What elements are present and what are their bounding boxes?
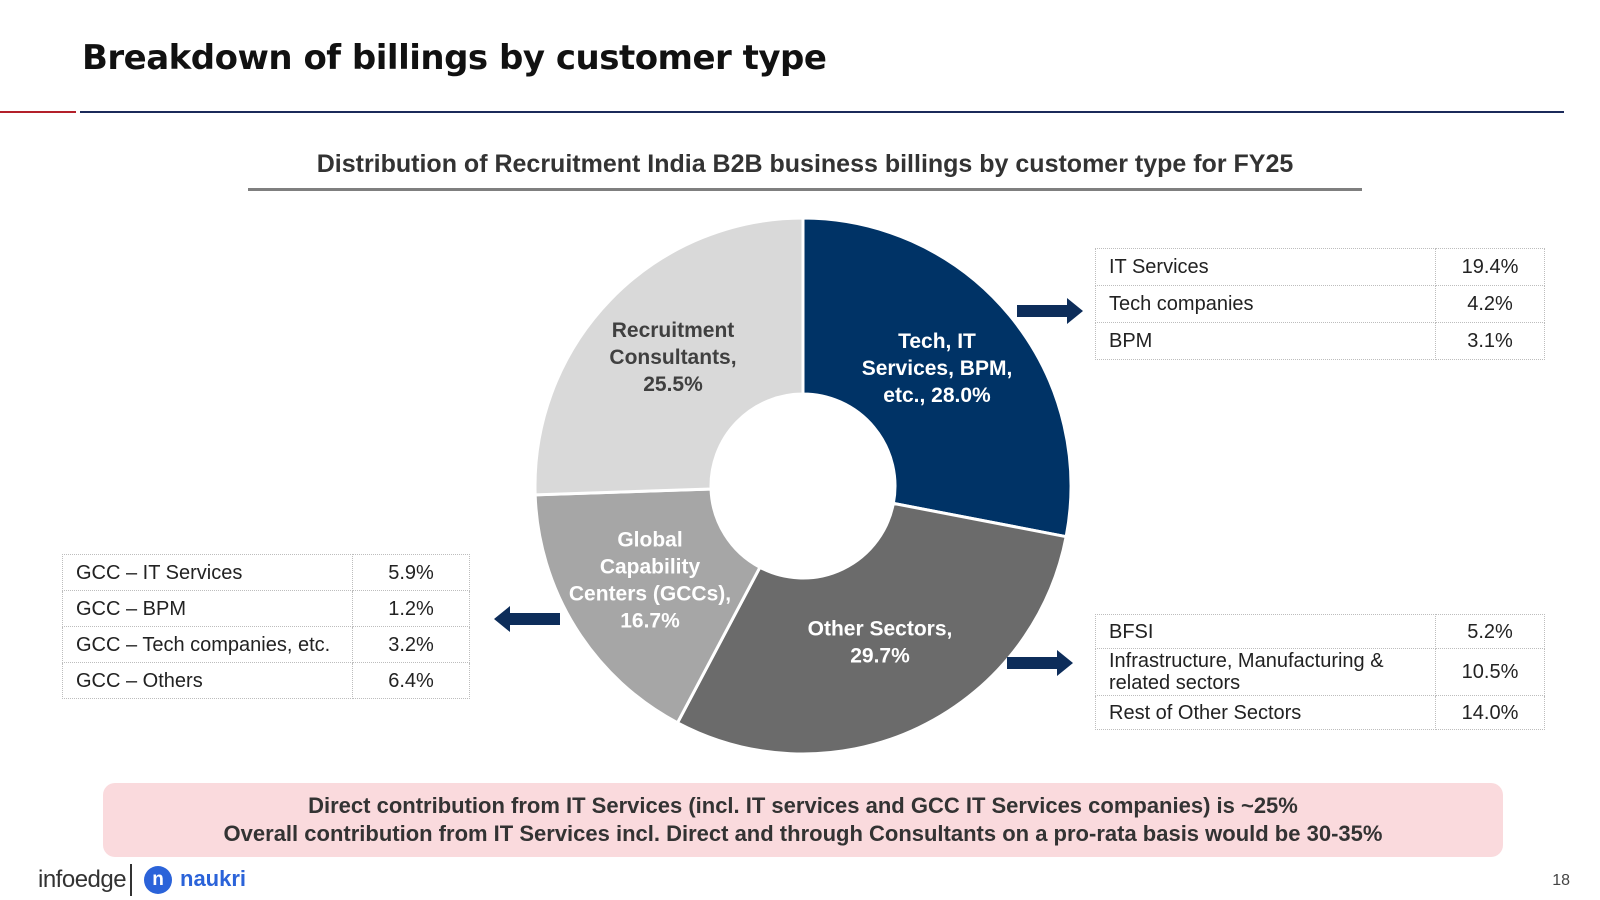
table-row: GCC – Tech companies, etc. 3.2% bbox=[62, 626, 470, 663]
row-value: 5.9% bbox=[352, 554, 470, 591]
donut-slice bbox=[801, 216, 1073, 539]
table-row: GCC – IT Services 5.9% bbox=[62, 554, 470, 591]
table-row: GCC – BPM 1.2% bbox=[62, 590, 470, 627]
row-label: Rest of Other Sectors bbox=[1095, 695, 1436, 730]
naukri-logo-icon: n bbox=[144, 866, 172, 894]
row-label: BFSI bbox=[1095, 614, 1436, 649]
row-value: 19.4% bbox=[1435, 248, 1545, 286]
row-value: 6.4% bbox=[352, 662, 470, 699]
row-label: Infrastructure, Manufacturing & related … bbox=[1095, 648, 1436, 696]
slice-label: Recruitment Consultants, 25.5% bbox=[609, 319, 736, 396]
naukri-logo: naukri bbox=[180, 866, 247, 891]
slice-label: Other Sectors, 29.7% bbox=[808, 618, 953, 668]
row-label: BPM bbox=[1095, 322, 1436, 360]
row-value: 1.2% bbox=[352, 590, 470, 627]
table-row: BPM 3.1% bbox=[1095, 322, 1545, 360]
row-label: IT Services bbox=[1095, 248, 1436, 286]
chart-title: Distribution of Recruitment India B2B bu… bbox=[316, 150, 1294, 178]
other-sectors-breakdown-table: BFSI 5.2% Infrastructure, Manufacturing … bbox=[1095, 614, 1545, 730]
table-row: Rest of Other Sectors 14.0% bbox=[1095, 695, 1545, 730]
table-row: Tech companies 4.2% bbox=[1095, 285, 1545, 323]
table-row: BFSI 5.2% bbox=[1095, 614, 1545, 649]
donut-slice bbox=[533, 216, 805, 497]
table-row: IT Services 19.4% bbox=[1095, 248, 1545, 286]
table-row: GCC – Others 6.4% bbox=[62, 662, 470, 699]
gcc-breakdown-table: GCC – IT Services 5.9% GCC – BPM 1.2% GC… bbox=[62, 554, 470, 699]
row-value: 5.2% bbox=[1435, 614, 1545, 649]
row-value: 3.1% bbox=[1435, 322, 1545, 360]
page-number: 18 bbox=[1552, 872, 1570, 889]
tech-arrow-icon bbox=[1017, 298, 1083, 324]
table-row: Infrastructure, Manufacturing & related … bbox=[1095, 648, 1545, 696]
gcc-arrow-icon bbox=[494, 606, 560, 632]
row-label: GCC – BPM bbox=[62, 590, 353, 627]
row-value: 14.0% bbox=[1435, 695, 1545, 730]
callout-line-1: Direct contribution from IT Services (in… bbox=[308, 793, 1298, 818]
row-label: GCC – Others bbox=[62, 662, 353, 699]
callout-line-2: Overall contribution from IT Services in… bbox=[223, 821, 1383, 846]
row-label: Tech companies bbox=[1095, 285, 1436, 323]
row-value: 10.5% bbox=[1435, 648, 1545, 696]
key-takeaway-callout: Direct contribution from IT Services (in… bbox=[103, 783, 1503, 857]
logo-divider bbox=[130, 864, 132, 896]
title-rule bbox=[80, 111, 1564, 113]
title-rule-accent bbox=[0, 111, 76, 113]
other-sectors-arrow-icon bbox=[1007, 650, 1073, 676]
slice-label: Tech, IT Services, BPM, etc., 28.0% bbox=[862, 330, 1013, 407]
row-value: 4.2% bbox=[1435, 285, 1545, 323]
tech-breakdown-table: IT Services 19.4% Tech companies 4.2% BP… bbox=[1095, 248, 1545, 360]
slice-label: Global Capability Centers (GCCs), 16.7% bbox=[569, 529, 731, 633]
row-label: GCC – IT Services bbox=[62, 554, 353, 591]
chart-title-underline bbox=[248, 188, 1362, 191]
donut-slice bbox=[533, 487, 762, 725]
donut-slice bbox=[675, 501, 1068, 756]
row-value: 3.2% bbox=[352, 626, 470, 663]
row-label: GCC – Tech companies, etc. bbox=[62, 626, 353, 663]
infoedge-logo: infoedge bbox=[38, 866, 127, 893]
slide-title: Breakdown of billings by customer type bbox=[82, 38, 827, 78]
